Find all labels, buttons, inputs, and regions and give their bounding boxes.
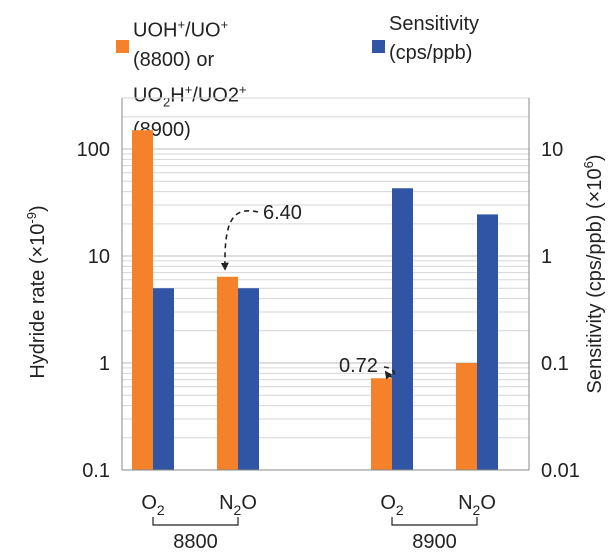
x-category-label: N2O xyxy=(219,492,257,518)
y-left-tick-label: 0.1 xyxy=(82,460,110,482)
y-left-tick-label: 1 xyxy=(99,353,110,375)
legend-sensitivity-line2: (cps/ppb) xyxy=(389,42,473,64)
y-right-tick-label: 0.01 xyxy=(541,460,580,482)
y-right-tick-label: 0.1 xyxy=(541,353,569,375)
group-bracket-8800: 8800 xyxy=(152,517,239,553)
x-category-label: N2O xyxy=(458,492,496,518)
legend-label-hydride: UOH+/UO+ (8800) or UO2H+/UO2+ (8900) xyxy=(133,10,247,145)
annotation-arrow xyxy=(383,366,396,380)
legend-item-sensitivity: Sensitivity (cps/ppb) xyxy=(372,10,479,68)
y-right-tick-label: 1 xyxy=(541,246,552,268)
y-left-tick-label: 100 xyxy=(77,139,110,161)
bar-sensitivity-2 xyxy=(392,188,413,470)
annotation-label: 0.72 xyxy=(339,355,378,377)
x-category-label: O2 xyxy=(380,492,404,518)
bar-sensitivity-1 xyxy=(238,288,259,470)
y-axis-right-label: Sensitivity (cps/ppb) (×106) xyxy=(581,154,606,393)
y-left-tick-label: 10 xyxy=(88,246,110,268)
axes xyxy=(121,98,530,471)
x-category-label: O2 xyxy=(141,492,165,518)
legend-item-hydride-rate: UOH+/UO+ (8800) or UO2H+/UO2+ (8900) xyxy=(116,10,247,145)
bar-hydride-2 xyxy=(371,378,392,470)
bar-sensitivity-0 xyxy=(153,288,174,470)
legend-hydride-line2: UO2H+/UO2+ (8900) xyxy=(133,81,247,142)
group-bracket-8900: 8900 xyxy=(391,517,478,553)
legend-sensitivity-line1: Sensitivity xyxy=(389,13,480,35)
bar-hydride-0 xyxy=(132,130,153,471)
bar-hydride-1 xyxy=(217,276,238,470)
legend-label-sensitivity: Sensitivity (cps/ppb) xyxy=(389,10,479,68)
bar-sensitivity-3 xyxy=(477,214,498,470)
annotation-label: 6.40 xyxy=(263,202,302,224)
y-axis-left-label: Hydride rate (×10-9) xyxy=(24,205,49,378)
group-label: 8900 xyxy=(412,531,457,553)
legend-swatch-sensitivity xyxy=(372,40,385,53)
annotations: 6.40 0.72 xyxy=(220,202,396,380)
annotation-arrow xyxy=(220,210,259,271)
y-right-tick-label: 10 xyxy=(541,139,563,161)
bar-hydride-3 xyxy=(456,363,477,470)
group-label: 8800 xyxy=(173,531,218,553)
legend-swatch-hydride xyxy=(116,40,129,53)
tick-labels: 0.1 1 10 100 0.01 0.1 1 10 xyxy=(77,139,580,482)
legend-hydride-line1: UOH+/UO+ (8800) or xyxy=(133,17,229,71)
bars xyxy=(132,130,498,471)
